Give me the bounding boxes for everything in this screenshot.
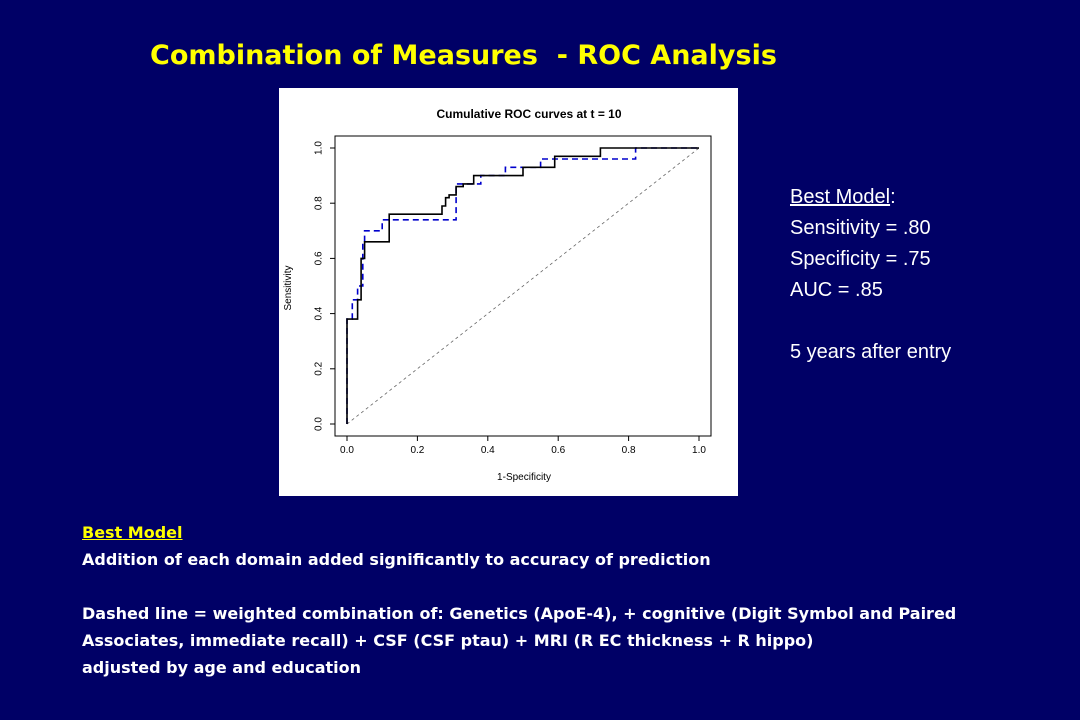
x-tick-label: 1.0 (692, 445, 706, 456)
y-tick-label: 0.8 (314, 196, 325, 210)
chart-title: Cumulative ROC curves at t = 10 (436, 107, 621, 121)
time-horizon: 5 years after entry (790, 341, 952, 363)
best-model-summary: Best Model: Sensitivity = .80 Specificit… (790, 182, 951, 368)
plot-frame (334, 135, 712, 437)
reference-diagonal-line (346, 147, 700, 425)
notes-line-2: Dashed line = weighted combination of: G… (82, 604, 957, 623)
sensitivity-value: Sensitivity = .80 (790, 217, 931, 239)
notes-heading: Best Model (82, 523, 183, 542)
roc-chart-panel: Cumulative ROC curves at t = 10 0.0 0.2 0.… (279, 88, 738, 496)
notes-line-4: adjusted by age and education (82, 658, 361, 677)
x-axis-label: 1-Specificity (497, 472, 551, 483)
summary-heading-colon: : (890, 186, 896, 208)
y-tick-label: 0.0 (314, 417, 325, 431)
roc-chart: Cumulative ROC curves at t = 10 0.0 0.2 0.… (283, 107, 712, 483)
summary-heading-row: Best Model: (790, 182, 951, 213)
y-tick-label: 0.6 (314, 251, 325, 265)
y-tick-label: 1.0 (314, 141, 325, 155)
notes-line-1: Addition of each domain added significan… (82, 550, 711, 569)
solid-roc-curve (346, 147, 699, 424)
x-tick-label: 0.6 (551, 445, 565, 456)
y-axis-label: Sensitivity (283, 265, 294, 310)
dashed-roc-curve (346, 147, 699, 424)
y-tick-label: 0.4 (314, 306, 325, 320)
x-tick-label: 0.0 (340, 445, 354, 456)
auc-value: AUC = .85 (790, 279, 883, 301)
specificity-value: Specificity = .75 (790, 248, 931, 270)
notes-line-3: Associates, immediate recall) + CSF (CSF… (82, 631, 814, 650)
x-tick-label: 0.4 (481, 445, 495, 456)
y-tick-label: 0.2 (314, 361, 325, 375)
summary-heading: Best Model (790, 186, 891, 208)
x-tick-label: 0.2 (410, 445, 424, 456)
x-tick-label: 0.8 (622, 445, 636, 456)
slide-title: Combination of Measures - ROC Analysis (150, 40, 777, 71)
notes-block: Best Model Addition of each domain added… (82, 519, 1072, 681)
